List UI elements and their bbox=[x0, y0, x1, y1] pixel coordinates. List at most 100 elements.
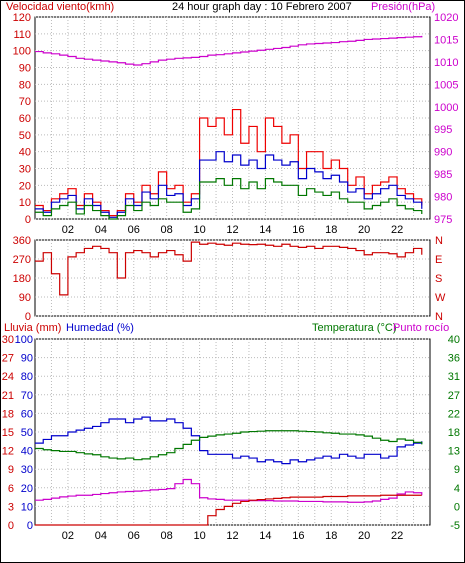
rain-axis-title: Lluvia (mm) bbox=[4, 322, 61, 334]
rain-tick-label: 6 bbox=[8, 483, 14, 495]
humidity-tick-label: 30 bbox=[21, 464, 33, 476]
temperature-tick-label: 27 bbox=[448, 390, 460, 402]
rain-tick-label: 15 bbox=[2, 427, 14, 439]
compass-tick-label: N bbox=[435, 311, 443, 323]
x-tick-label-top: 10 bbox=[193, 224, 205, 236]
wind-tick-label: 40 bbox=[19, 147, 31, 159]
x-tick-label-bottom: 08 bbox=[161, 530, 173, 542]
wind-tick-label: 30 bbox=[19, 164, 31, 176]
humidity-axis-title: Humedad (%) bbox=[66, 322, 134, 334]
pressure-tick-label: 1020 bbox=[434, 12, 458, 24]
humidity-tick-label: 90 bbox=[21, 353, 33, 365]
humidity-tick-label: 60 bbox=[21, 408, 33, 420]
wind-tick-label: 50 bbox=[19, 130, 31, 142]
x-tick-label-bottom: 16 bbox=[292, 530, 304, 542]
wind-tick-label: 90 bbox=[19, 63, 31, 75]
humidity-tick-label: 100 bbox=[15, 334, 33, 346]
pressure-tick-label: 1015 bbox=[434, 34, 458, 46]
wind-tick-label: 10 bbox=[19, 197, 31, 209]
humidity-tick-label: 50 bbox=[21, 427, 33, 439]
compass-tick-label: W bbox=[435, 292, 446, 304]
rain-tick-label: 24 bbox=[2, 371, 14, 383]
humidity-tick-label: 0 bbox=[27, 520, 33, 532]
rain-tick-label: 0 bbox=[8, 520, 14, 532]
wind-tick-label: 110 bbox=[13, 29, 31, 41]
temperature-tick-label: 4 bbox=[454, 483, 460, 495]
temperature-tick-label: 31 bbox=[448, 371, 460, 383]
rain-series-line bbox=[35, 494, 422, 526]
pressure-tick-label: 985 bbox=[434, 169, 452, 181]
chart-title: 24 hour graph day : 10 Febrero 2007 bbox=[172, 1, 352, 13]
temperature-tick-label: -5 bbox=[450, 520, 460, 532]
temperature-series-line bbox=[35, 430, 423, 461]
wind-axis-title: Velocidad viento(kmh) bbox=[6, 1, 114, 13]
humidity-tick-label: 70 bbox=[21, 390, 33, 402]
wind-tick-label: 100 bbox=[13, 46, 31, 58]
rain-tick-label: 21 bbox=[2, 390, 14, 402]
direction-tick-label: 180 bbox=[13, 273, 31, 285]
x-tick-label-top: 14 bbox=[259, 224, 271, 236]
humidity-tick-label: 10 bbox=[21, 501, 33, 513]
dewpoint-axis-title: Punto rocío bbox=[393, 322, 449, 334]
x-tick-label-bottom: 18 bbox=[325, 530, 337, 542]
pressure-tick-label: 975 bbox=[434, 214, 452, 226]
x-tick-label-top: 08 bbox=[161, 224, 173, 236]
humidity-tick-label: 40 bbox=[21, 446, 33, 458]
pressure-axis-title: Presión(hPa) bbox=[371, 1, 435, 13]
pressure-tick-label: 1000 bbox=[434, 102, 458, 114]
wind-tick-label: 80 bbox=[19, 79, 31, 91]
rain-tick-label: 18 bbox=[2, 408, 14, 420]
x-tick-label-top: 20 bbox=[358, 224, 370, 236]
temperature-tick-label: 22 bbox=[448, 408, 460, 420]
temperature-tick-label: 0 bbox=[454, 501, 460, 513]
pressure-tick-label: 1005 bbox=[434, 79, 458, 91]
rain-tick-label: 3 bbox=[8, 501, 14, 513]
rain-tick-label: 9 bbox=[8, 464, 14, 476]
compass-tick-label: S bbox=[435, 273, 442, 285]
pressure-tick-label: 1010 bbox=[434, 57, 458, 69]
green-series-line bbox=[35, 178, 423, 220]
x-tick-label-bottom: 20 bbox=[358, 530, 370, 542]
humidity-tick-label: 80 bbox=[21, 371, 33, 383]
compass-tick-label: E bbox=[435, 254, 442, 266]
rain-tick-label: 30 bbox=[2, 334, 14, 346]
x-tick-label-top: 04 bbox=[95, 224, 107, 236]
x-tick-label-top: 06 bbox=[128, 224, 140, 236]
pressure-tick-label: 980 bbox=[434, 192, 452, 204]
wind-tick-label: 20 bbox=[19, 180, 31, 192]
pressure-tick-label: 995 bbox=[434, 124, 452, 136]
temperature-tick-label: 9 bbox=[454, 464, 460, 476]
compass-tick-label: N bbox=[435, 235, 443, 247]
x-tick-label-bottom: 14 bbox=[259, 530, 271, 542]
humidity-tick-label: 20 bbox=[21, 483, 33, 495]
wind-tick-label: 0 bbox=[25, 214, 31, 226]
wind-direction-series-line bbox=[35, 241, 423, 296]
direction-tick-label: 270 bbox=[13, 254, 31, 266]
x-tick-label-bottom: 12 bbox=[226, 530, 238, 542]
x-tick-label-top: 12 bbox=[226, 224, 238, 236]
x-tick-label-bottom: 10 bbox=[193, 530, 205, 542]
wind-tick-label: 70 bbox=[19, 96, 31, 108]
x-tick-label-bottom: 22 bbox=[391, 530, 403, 542]
direction-tick-label: 0 bbox=[25, 311, 31, 323]
x-tick-label-bottom: 02 bbox=[62, 530, 74, 542]
humidity-series-line bbox=[35, 416, 423, 465]
x-tick-label-top: 18 bbox=[325, 224, 337, 236]
direction-tick-label: 360 bbox=[13, 235, 31, 247]
rain-tick-label: 27 bbox=[2, 353, 14, 365]
rain-tick-label: 12 bbox=[2, 446, 14, 458]
wind-tick-label: 120 bbox=[13, 12, 31, 24]
temperature-tick-label: 40 bbox=[448, 334, 460, 346]
pressure-series-line bbox=[35, 35, 423, 66]
dewpoint-series-line bbox=[35, 478, 423, 503]
direction-tick-label: 90 bbox=[19, 292, 31, 304]
avg-series-line bbox=[35, 151, 423, 218]
x-tick-label-top: 22 bbox=[391, 224, 403, 236]
x-tick-label-bottom: 04 bbox=[95, 530, 107, 542]
temperature-tick-label: 18 bbox=[448, 427, 460, 439]
temperature-tick-label: 13 bbox=[448, 446, 460, 458]
x-tick-label-top: 02 bbox=[62, 224, 74, 236]
